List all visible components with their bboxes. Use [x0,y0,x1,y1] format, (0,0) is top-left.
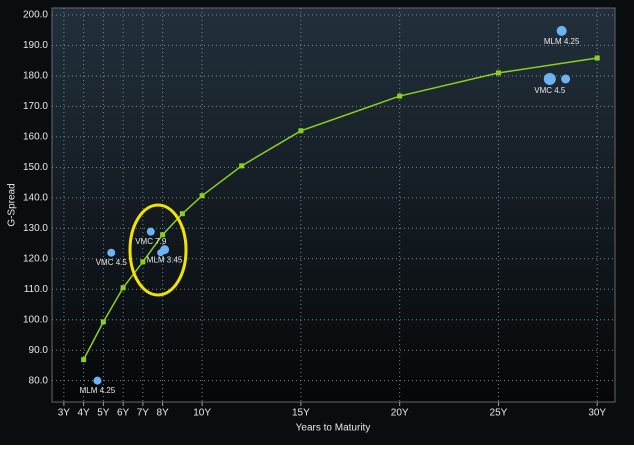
y-tick-label: 190.0 [23,40,48,51]
curve-point [298,128,304,134]
y-tick-label: 90.0 [29,345,49,356]
y-tick-label: 80.0 [29,375,49,386]
y-tick-label: 140.0 [23,192,48,203]
plot-area [51,7,616,403]
bubble [556,25,567,36]
bubble [93,376,102,385]
bubble-label: VMC 4.5 [96,258,128,267]
y-tick-label: 180.0 [23,71,48,82]
highlight-ellipse [128,203,188,297]
x-tick-label: 6Y [117,408,130,419]
curve-point [495,70,501,76]
y-tick-label: 110.0 [24,284,49,295]
x-tick-label: 15Y [292,408,310,419]
y-tick-label: 200.0 [23,10,48,21]
x-axis-title: Years to Maturity [296,423,371,434]
x-tick-label: 4Y [77,408,90,419]
y-axis-title: G-Spread [7,183,18,226]
x-tick-label: 30Y [588,408,606,419]
bubble-label: VMC 4.5 [534,86,566,95]
bubble [561,74,571,84]
y-tick-label: 100.0 [23,314,48,325]
x-tick-label: 10Y [193,408,211,419]
curve-point [179,211,185,217]
x-tick-label: 7Y [137,408,150,419]
y-tick-label: 120.0 [23,253,48,264]
bubble-label: MLM 4.25 [544,37,580,46]
curve [82,57,598,360]
y-tick-label: 150.0 [23,162,48,173]
bubble-label: VMC 7.9 [135,237,167,246]
x-tick-label: 8Y [157,408,170,419]
curve-point [594,55,600,61]
bubble [107,248,116,257]
bubble [146,227,155,236]
x-tick-label: 3Y [58,408,71,419]
bubble [160,245,170,255]
bubble-label: MLM 4.25 [80,386,116,395]
curve-point [397,93,403,99]
curve-point [199,193,205,199]
x-tick-label: 20Y [391,408,409,419]
y-tick-label: 130.0 [23,223,48,234]
y-tick-label: 160.0 [23,132,48,143]
x-tick-label: 5Y [97,408,110,419]
y-tick-label: 170.0 [23,101,48,112]
curve-point [160,232,166,238]
bubble-label: MLM 3.45 [147,255,183,264]
curve-point [239,163,245,169]
curve-point [140,259,146,265]
curve-point [100,319,106,325]
curve-point [81,357,87,363]
curve-point [120,285,126,291]
x-tick-label: 25Y [490,408,508,419]
bubble [543,72,556,85]
